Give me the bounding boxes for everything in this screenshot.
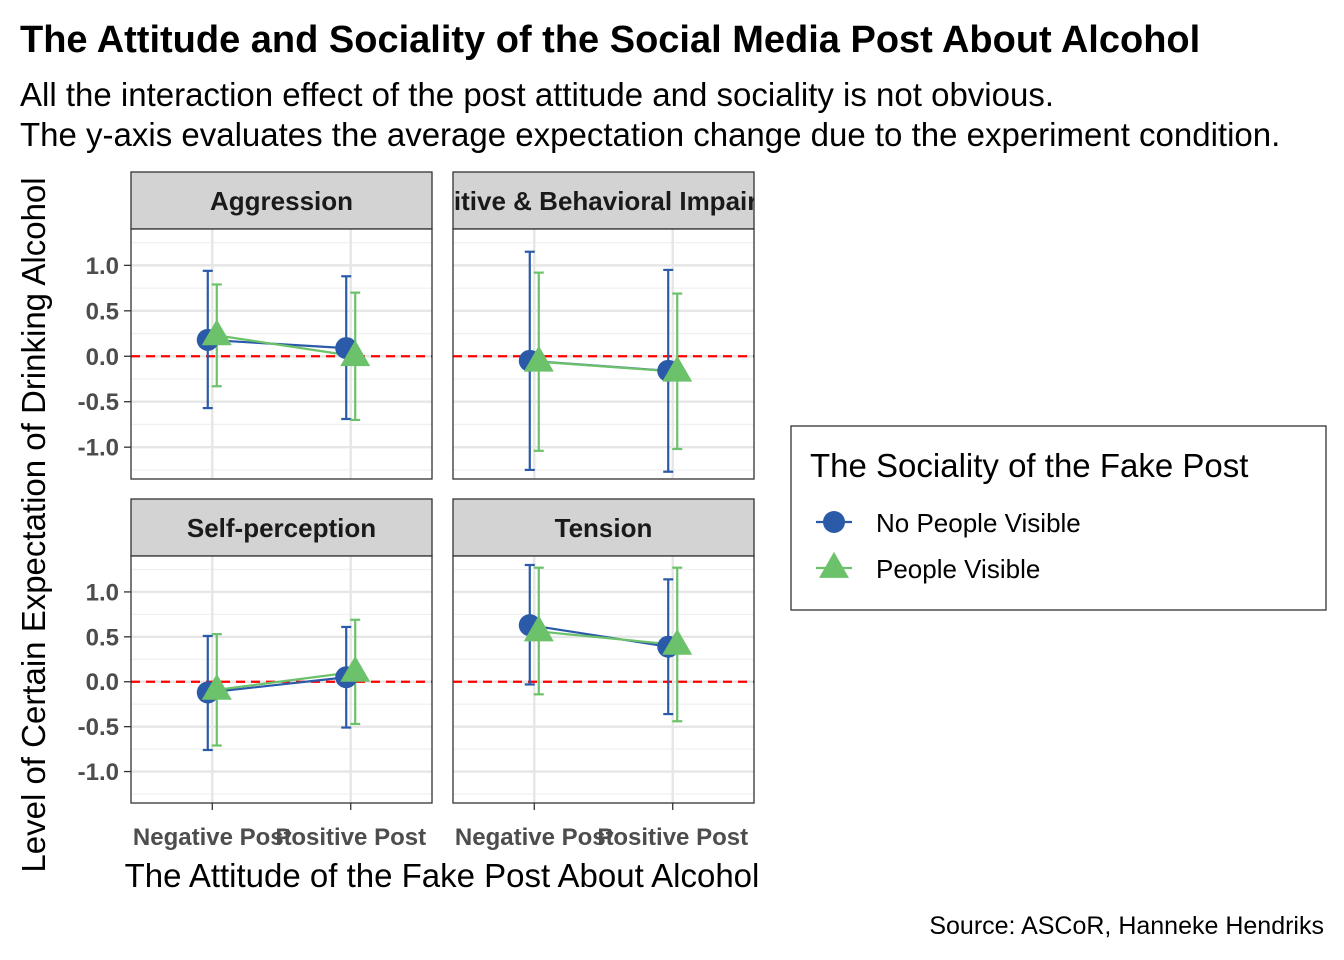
strip-self-perception [130,498,433,557]
strip-aggression [130,171,433,230]
chart-subtitle-line-2: The y-axis evaluates the average expecta… [20,116,1280,153]
legend-key-circle [823,511,845,533]
x-axis-title: The Attitude of the Fake Post About Alco… [125,857,760,894]
panel-background [453,229,754,479]
series-line-people-visible [216,334,356,358]
strip-cognitive-behavioral-impairment [452,171,755,230]
panel-background [453,556,754,803]
strip-tension [452,498,755,557]
legend-key-triangle [819,551,849,578]
y-tick-label: -0.5 [78,389,119,416]
point-people-visible [662,628,693,655]
y-tick-label: 0.0 [86,344,119,371]
point-people-visible [523,345,554,372]
y-tick-label: -0.5 [78,714,119,741]
point-people-visible [201,319,232,346]
legend-label-no-people: No People Visible [876,508,1081,538]
point-people-visible [340,655,371,682]
x-tick-label-negative-post: Negative Post [133,824,292,851]
chart-title: The Attitude and Sociality of the Social… [20,19,1200,61]
point-people-visible [340,340,371,367]
y-axis-title: Level of Certain Expectation of Drinking… [15,177,52,872]
legend-label-people: People Visible [876,554,1040,584]
series-line-no-people-visible [207,676,347,694]
strip-label-tension: Tension [555,513,653,543]
legend-keys [816,511,852,578]
point-people-visible [662,355,693,382]
strip-label-aggression: Aggression [210,186,353,216]
y-tick-label: -1.0 [78,759,119,786]
panel-border [452,555,755,804]
legend-title: The Sociality of the Fake Post [810,447,1248,484]
panel-border [130,555,433,804]
y-tick-label: 0.5 [86,624,119,651]
y-tick-label: -1.0 [78,435,119,462]
panel-border [130,228,433,480]
x-tick-label-negative-post: Negative Post [455,824,614,851]
series-line-people-visible [538,630,678,647]
legend: The Sociality of the Fake Post No People… [790,425,1327,611]
series-line-people-visible [216,670,356,691]
panel-cognitive-behavioral-impairment: Cognitive & Behavioral Impairment [388,171,820,480]
panel-aggression: Aggression 1.0 0.5 0.0 -0.5 -1.0 [78,171,433,480]
x-tick-label-positive-post: Positive Post [597,824,748,851]
y-tick-label: 0.0 [86,669,119,696]
legend-box [790,425,1327,611]
point-people-visible [523,615,554,642]
facet-panels: Aggression 1.0 0.5 0.0 -0.5 -1.0 Cognitive & B… [78,171,820,851]
chart-caption: Source: ASCoR, Hanneke Hendriks [929,912,1324,940]
point-people-visible [201,673,232,700]
panel-self-perception: Self-perception 1.0 0.5 0.0 -0.5 -1.0 Negative… [78,498,433,851]
x-tick-label-positive-post: Positive Post [275,824,426,851]
y-tick-label: 1.0 [86,253,119,280]
chart-subtitle-line-1: All the interaction effect of the post a… [20,76,1054,113]
strip-label-cognitive-behavioral-impairment: Cognitive & Behavioral Impairment [388,186,820,216]
strip-label-self-perception: Self-perception [187,513,376,543]
panel-border [452,228,755,480]
panel-background [131,556,432,803]
panel-background [131,229,432,479]
series-line-people-visible [538,360,678,373]
series-line-no-people-visible [529,624,669,648]
y-tick-label: 0.5 [86,298,119,325]
y-tick-label: 1.0 [86,579,119,606]
